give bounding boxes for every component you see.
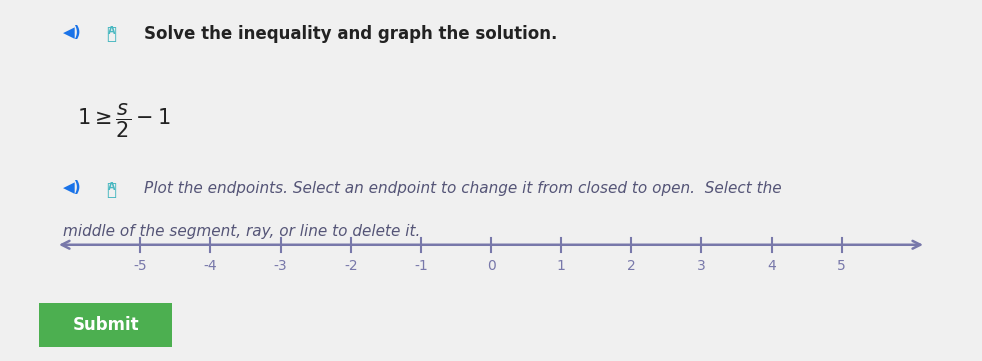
Text: -4: -4 (203, 260, 217, 274)
Text: 3: 3 (697, 260, 706, 274)
Text: A: A (108, 182, 115, 192)
Text: -2: -2 (344, 260, 357, 274)
Text: -1: -1 (414, 260, 428, 274)
Text: ◀): ◀) (63, 25, 82, 40)
Text: 4: 4 (767, 260, 776, 274)
Text: ◀): ◀) (63, 180, 82, 196)
Text: Submit: Submit (73, 316, 138, 334)
Text: middle of the segment, ray, or line to delete it.: middle of the segment, ray, or line to d… (63, 224, 420, 239)
Text: 1: 1 (557, 260, 566, 274)
FancyBboxPatch shape (28, 300, 183, 350)
Text: A: A (108, 26, 115, 36)
Text: 0: 0 (487, 260, 495, 274)
Text: 2: 2 (627, 260, 635, 274)
Text: -3: -3 (274, 260, 288, 274)
Text: Plot the endpoints. Select an endpoint to change it from closed to open.  Select: Plot the endpoints. Select an endpoint t… (144, 180, 782, 196)
Text: ⬜: ⬜ (106, 25, 116, 43)
Text: 5: 5 (838, 260, 846, 274)
Text: $1 \geq \dfrac{s}{2} - 1$: $1 \geq \dfrac{s}{2} - 1$ (78, 101, 171, 140)
Text: ⬜: ⬜ (106, 180, 116, 199)
Text: -5: -5 (134, 260, 147, 274)
Text: Solve the inequality and graph the solution.: Solve the inequality and graph the solut… (144, 25, 558, 43)
